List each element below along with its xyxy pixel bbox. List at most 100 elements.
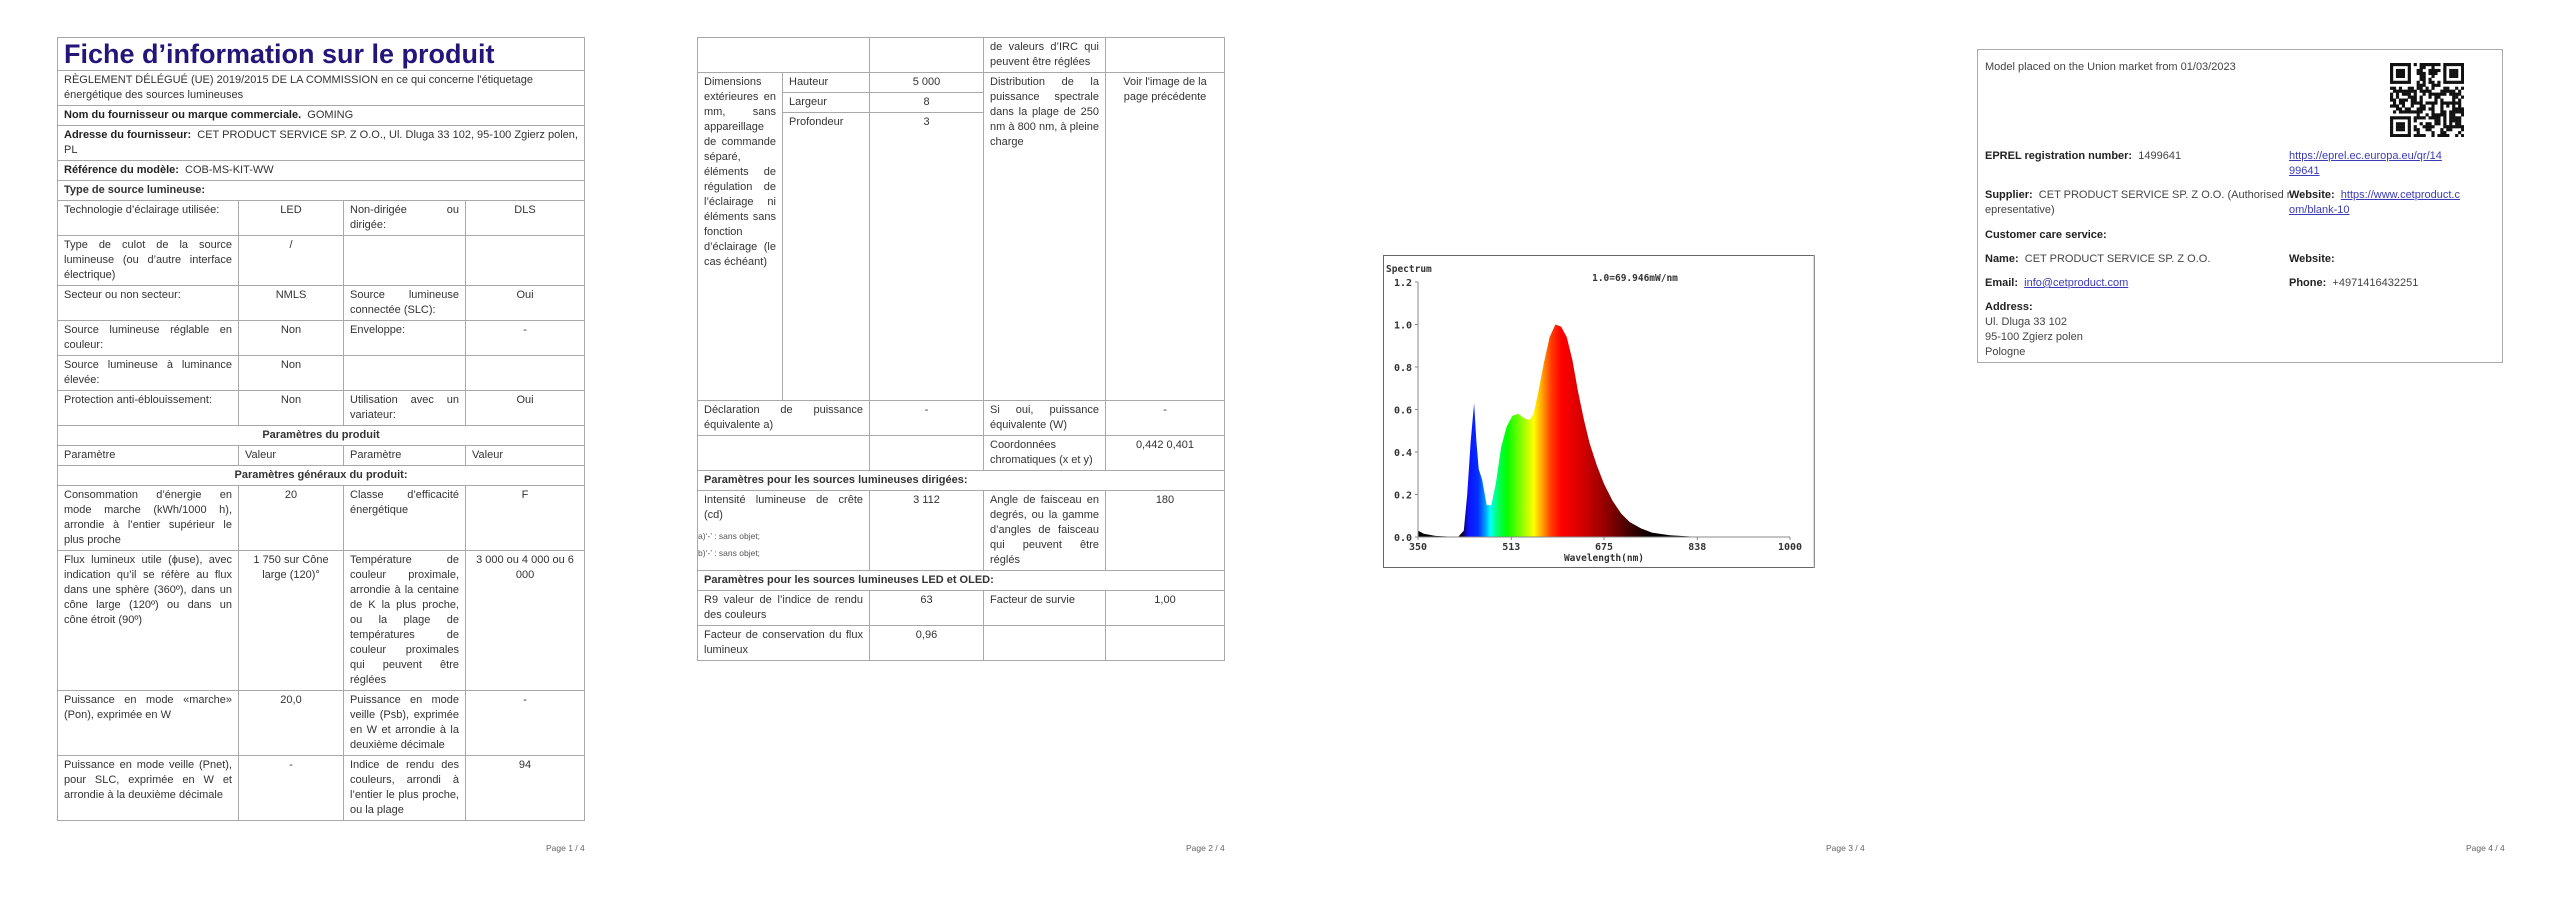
name-label: Name: [1985,253,2019,265]
x-tick-label: 838 [1688,542,1706,553]
supplier-value-cont: epresentative) [1985,204,2055,216]
eprel-value: 1499641 [2138,150,2182,162]
chart-annotation: 1.0=69.946mW/nm [1592,273,1678,284]
page-number: Page 4 / 4 [2466,843,2505,853]
phone-label: Phone: [2289,277,2327,289]
column-header: Valeur [238,445,344,466]
parameter-value: 3 112 [869,490,984,571]
table-row: Paramètre Valeur Paramètre Valeur [57,445,586,466]
eprel-link-line-2[interactable]: 99641 [2289,165,2320,177]
website-link-cont[interactable]: om/blank-10 [2289,204,2350,216]
customer-care-label: Customer care service: [1985,229,2107,241]
market-date: Model placed on the Union market from 01… [1985,61,2236,73]
eprel-link[interactable]: https://eprel.ec.europa.eu/qr/14 99641 [2289,150,2442,177]
parameter-value: 3 000 ou 4 000 ou 6 000 [464,550,586,691]
page-number: Page 3 / 4 [1826,843,1865,853]
table-row: Facteur de conservation du flux lumineux… [697,625,1225,661]
section-heading: Paramètres pour les sources lumineuses d… [697,470,1225,491]
eprel-link-line-1[interactable]: https://eprel.ec.europa.eu/qr/14 [2289,150,2442,162]
spectrum-chart: 350 513 675 838 1000 0.0 0.2 0.4 0.6 0.8 1.0 1.2 Spe… [1383,255,1815,568]
y-tick-label: 1.2 [1394,278,1412,289]
parameter-value: Oui [464,285,586,321]
parameter-value: 20 [238,485,344,551]
eprel-info-box: Model placed on the Union market from 01… [1977,49,2503,363]
parameter-value [464,355,586,391]
email-link[interactable]: info@cetproduct.com [2024,277,2129,289]
table-row: Profondeur 3 [698,112,1225,401]
regulation-text: RÈGLEMENT DÉLÉGUÉ (UE) 2019/2015 DE LA C… [56,70,586,106]
dimension-name: Profondeur [782,112,870,401]
parameter-name: Puissance en mode «marche» (Pon), exprim… [57,690,239,756]
table-row: Paramètres du produit [56,425,586,446]
parameter-value: Non [238,390,344,426]
address-label: Adresse du fournisseur: [64,129,192,141]
table-row: R9 valeur de l’indice de rendu des coule… [697,590,1225,626]
parameter-value: - [464,320,586,356]
x-tick-label: 1000 [1778,542,1802,553]
table-row: Source lumineuse réglable en couleur: Non… [57,320,586,356]
footnote-b: b)‘-’ : sans objet; [698,548,761,558]
column-header: Paramètre [57,445,239,466]
eprel-label: EPREL registration number: [1985,150,2133,162]
parameter-value: NMLS [238,285,344,321]
supplier-row: Nom du fournisseur ou marque commerciale… [56,105,586,126]
supplier-value: CET PRODUCT SERVICE SP. Z O.O. (Authoris… [2038,189,2291,201]
parameter-name: Utilisation avec un variateur: [343,390,466,426]
table-row: Flux lumineux utile (ϕuse), avec indicat… [57,550,586,691]
parameter-name: Consommation d’énergie en mode marche (k… [57,485,239,551]
section-heading: Paramètres pour les sources lumineuses L… [697,570,1225,591]
parameter-name: Non-dirigée ou dirigée: [343,200,466,236]
table-row: Type de culot de la source lumineuse (ou… [57,235,586,286]
address-line: 95-100 Zgierz polen [1985,331,2083,343]
table-row: Puissance en mode veille (Pnet), pour SL… [57,755,586,821]
y-tick-label: 0.6 [1394,406,1412,417]
parameter-name: Indice de rendu des couleurs, arrondi à … [343,755,466,821]
table-row: Dimensions extérieures en mm, sans appar… [697,72,1225,401]
qr-code-icon[interactable] [2390,63,2464,137]
table-cell [869,37,984,73]
address-line: Ul. Dluga 33 102 [1985,316,2067,328]
dimension-value: 3 [869,112,984,401]
x-axis-label: Wavelength(nm) [1564,553,1644,564]
parameter-name: Puissance en mode veille (Psb), exprimée… [343,690,466,756]
y-tick-label: 0.2 [1394,491,1412,502]
table-row: Puissance en mode «marche» (Pon), exprim… [57,690,586,756]
dimension-value: 5 000 [869,72,984,93]
parameter-value [1105,625,1225,661]
parameter-value: Non [238,355,344,391]
section-heading: Paramètres du produit [56,425,586,446]
supplier-label: Nom du fournisseur ou marque commerciale… [64,109,302,121]
page-4: Page 4 / 4 [1920,0,2560,905]
footnotes: a)‘-’ : sans objet; b)‘-’ : sans objet; [698,528,760,562]
parameter-value: 1,00 [1105,590,1225,626]
table-row: Source lumineuse à luminance élevée: Non [57,355,586,391]
parameter-name: Technologie d’éclairage utilisée: [57,200,239,236]
parameter-name: Source lumineuse réglable en couleur: [57,320,239,356]
table-row: Secteur ou non secteur: NMLS Source lumine… [57,285,586,321]
table-row: Coordonnées chromatiques (x et y) 0,442 0… [697,435,1225,471]
parameter-value [464,235,586,286]
parameter-value: - [869,400,984,436]
dimension-name: Hauteur [782,72,870,93]
parameter-value: 20,0 [238,690,344,756]
website-link[interactable]: https://www.cetproduct.c [2340,189,2460,201]
table-cell [1105,37,1225,73]
parameter-value: F [464,485,586,551]
address-label: Address: [1985,301,2033,313]
address-value: CET PRODUCT SERVICE SP. Z O.O., Ul. Dlug… [64,129,578,156]
parameter-name: Type de culot de la source lumineuse (ou… [57,235,239,286]
page-number: Page 1 / 4 [546,843,585,853]
parameter-name [983,625,1106,661]
dimension-name: Largeur [782,92,870,113]
spectrum-area [1418,324,1790,537]
product-info-table: Fiche d’information sur le produit RÈGLE… [56,37,586,821]
parameter-name [343,355,466,391]
dimensions-label: Dimensions extérieures en mm, sans appar… [697,72,783,401]
parameter-value: Voir l'image de la page précédente [1105,72,1225,401]
footnote-a: a)‘-’ : sans objet; [698,531,761,541]
table-row: Consommation d’énergie en mode marche (k… [57,485,586,551]
parameter-value: Non [238,320,344,356]
table-row: Protection anti-éblouissement: Non Utilisa… [57,390,586,426]
table-row: Intensité lumineuse de crête (cd) 3 112 An… [697,490,1225,571]
table-row: Déclaration de puissance équivalente a) -… [697,400,1225,436]
